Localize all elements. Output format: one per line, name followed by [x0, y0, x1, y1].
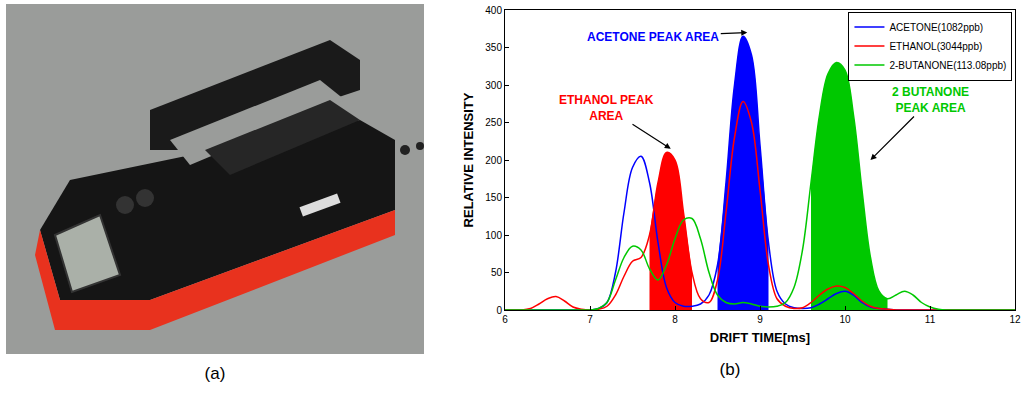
- svg-text:400: 400: [485, 5, 502, 16]
- svg-text:ETHANOL(3044ppb): ETHANOL(3044ppb): [889, 41, 982, 52]
- svg-text:DRIFT TIME[ms]: DRIFT TIME[ms]: [710, 330, 810, 345]
- svg-text:12: 12: [1009, 314, 1021, 325]
- svg-text:ACETONE(1082ppb): ACETONE(1082ppb): [889, 22, 983, 33]
- svg-text:RELATIVE INTENSITY: RELATIVE INTENSITY: [461, 92, 476, 227]
- svg-text:9: 9: [757, 314, 763, 325]
- svg-text:250: 250: [485, 117, 502, 128]
- svg-text:300: 300: [485, 80, 502, 91]
- svg-text:350: 350: [485, 42, 502, 53]
- svg-text:ETHANOL PEAKAREA: ETHANOL PEAKAREA: [559, 93, 654, 123]
- html-text:(b): (b): [719, 360, 741, 379]
- svg-text:200: 200: [485, 155, 502, 166]
- svg-text:50: 50: [491, 267, 503, 278]
- svg-text:150: 150: [485, 192, 502, 203]
- svg-text:6: 6: [502, 314, 508, 325]
- svg-text:8: 8: [672, 314, 678, 325]
- svg-text:2 BUTANONEPEAK AREA: 2 BUTANONEPEAK AREA: [892, 85, 969, 115]
- svg-text:10: 10: [839, 314, 851, 325]
- svg-text:0: 0: [496, 305, 502, 316]
- svg-text:2-BUTANONE(113.08ppb): 2-BUTANONE(113.08ppb): [889, 60, 1006, 71]
- html-text:(a): (a): [204, 364, 226, 383]
- svg-text:7: 7: [587, 314, 593, 325]
- svg-text:ACETONE PEAK AREA: ACETONE PEAK AREA: [587, 30, 719, 44]
- svg-text:100: 100: [485, 230, 502, 241]
- svg-text:11: 11: [925, 314, 936, 325]
